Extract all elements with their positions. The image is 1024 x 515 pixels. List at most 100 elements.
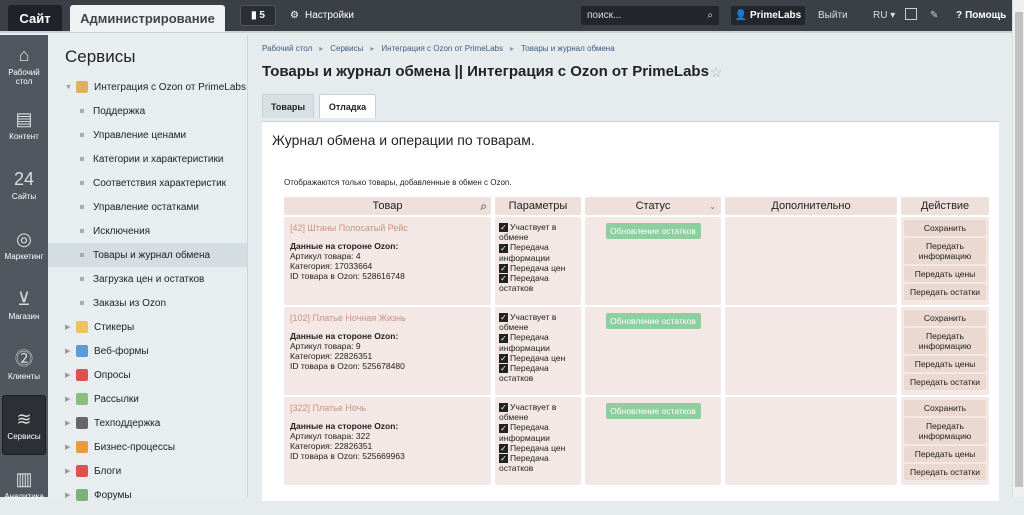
send-prices-button[interactable]: Передать цены <box>904 356 986 372</box>
product-link[interactable]: [42] Штаны Полосатый Рейс <box>290 223 408 233</box>
sidebar-item[interactable]: Загрузка цен и остатков <box>48 267 247 291</box>
iconbar-item[interactable]: ⌂ Рабочий стол <box>0 35 48 95</box>
param-checkbox-row[interactable]: ✓ Передача остатков <box>499 453 577 473</box>
send-prices-button[interactable]: Передать цены <box>904 266 986 282</box>
sidebar-item[interactable]: ▶ Опросы <box>48 363 247 387</box>
expanded-arrow-icon[interactable]: ▼ <box>65 83 72 91</box>
sidebar-item[interactable]: ▶ Бизнес-процессы <box>48 435 247 459</box>
param-checkbox-row[interactable]: ✓ Передача цен <box>499 443 577 453</box>
checkbox[interactable]: ✓ <box>499 423 508 433</box>
send-stock-button[interactable]: Передать остатки <box>904 464 986 480</box>
panel-toggle-icon[interactable] <box>905 8 917 20</box>
iconbar-item[interactable]: ≋ Сервисы <box>2 395 46 455</box>
sidebar-item[interactable]: Товары и журнал обмена <box>48 243 247 267</box>
checkbox[interactable]: ✓ <box>499 313 508 323</box>
admin-tab[interactable]: Администрирование <box>70 5 225 32</box>
sidebar-item[interactable]: Исключения <box>48 219 247 243</box>
expand-arrow-icon[interactable]: ▶ <box>65 324 71 331</box>
param-checkbox-row[interactable]: ✓ Передача информации <box>499 332 577 353</box>
product-link[interactable]: [102] Платье Ночная Жизнь <box>290 313 406 323</box>
notifications-button[interactable]: ▮ 5 <box>240 5 276 26</box>
sidebar-item[interactable]: Соответствия характеристик <box>48 171 247 195</box>
sidebar-item[interactable]: Категории и характеристики <box>48 147 247 171</box>
param-checkbox-row[interactable]: ✓ Участвует в обмене <box>499 312 577 332</box>
send-info-button[interactable]: Передать информацию <box>904 328 986 354</box>
breadcrumb-link[interactable]: Сервисы <box>330 44 364 53</box>
checkbox[interactable]: ✓ <box>499 443 508 453</box>
expand-arrow-icon[interactable]: ▶ <box>65 348 71 355</box>
breadcrumb-link[interactable]: Интеграция с Ozon от PrimeLabs <box>381 44 503 53</box>
iconbar-item[interactable]: ▤ Контент <box>0 95 48 155</box>
sidebar-item[interactable]: ▼ Интеграция с Ozon от PrimeLabs <box>48 75 247 99</box>
param-checkbox-row[interactable]: ✓ Участвует в обмене <box>499 222 577 242</box>
param-checkbox-row[interactable]: ✓ Участвует в обмене <box>499 402 577 422</box>
scrollbar-thumb[interactable] <box>1015 12 1023 487</box>
header-product[interactable]: Товар ⌕ <box>284 197 491 215</box>
checkbox[interactable]: ✓ <box>499 223 508 233</box>
checkbox[interactable]: ✓ <box>499 403 508 413</box>
param-checkbox-row[interactable]: ✓ Передача цен <box>499 353 577 363</box>
sidebar-item[interactable]: Поддержка <box>48 99 247 123</box>
language-label: RU <box>873 10 888 21</box>
param-checkbox-row[interactable]: ✓ Передача информации <box>499 422 577 443</box>
checkbox[interactable]: ✓ <box>499 243 508 253</box>
send-info-button[interactable]: Передать информацию <box>904 238 986 264</box>
checkbox[interactable]: ✓ <box>499 364 508 373</box>
settings-button[interactable]: ⚙ Настройки <box>290 5 354 26</box>
sidebar-item[interactable]: ▶ Рассылки <box>48 387 247 411</box>
checkbox[interactable]: ✓ <box>499 333 508 343</box>
checkbox[interactable]: ✓ <box>499 454 508 463</box>
logout-link[interactable]: Выйти <box>818 10 848 21</box>
send-prices-button[interactable]: Передать цены <box>904 446 986 462</box>
sidebar-item[interactable]: ▶ Блоги <box>48 459 247 483</box>
iconbar-item[interactable]: ▥ Аналитика <box>0 455 48 515</box>
help-button[interactable]: ? Помощь <box>956 6 1006 25</box>
expand-arrow-icon[interactable]: ▶ <box>65 420 71 427</box>
search-input[interactable]: поиск... ⌕ <box>581 6 719 25</box>
sidebar-item[interactable]: ▶ Форумы <box>48 483 247 507</box>
save-button[interactable]: Сохранить <box>904 310 986 326</box>
save-button[interactable]: Сохранить <box>904 220 986 236</box>
iconbar-item[interactable]: ◎ Маркетинг <box>0 215 48 275</box>
param-checkbox-row[interactable]: ✓ Передача информации <box>499 242 577 263</box>
sidebar-item[interactable]: ▶ Веб-формы <box>48 339 247 363</box>
expand-arrow-icon[interactable]: ▶ <box>65 492 71 499</box>
scrollbar[interactable] <box>1012 0 1024 497</box>
user-button[interactable]: 👤 PrimeLabs <box>731 6 805 25</box>
send-stock-button[interactable]: Передать остатки <box>904 374 986 390</box>
sidebar-item[interactable]: Заказы из Ozon <box>48 291 247 315</box>
param-checkbox-row[interactable]: ✓ Передача остатков <box>499 363 577 383</box>
checkbox[interactable]: ✓ <box>499 263 508 273</box>
search-icon[interactable]: ⌕ <box>480 198 487 213</box>
sidebar-item[interactable]: ▶ Стикеры <box>48 315 247 339</box>
chevron-down-icon[interactable]: ⌄ <box>709 201 716 211</box>
language-select[interactable]: RU ▾ <box>873 10 896 21</box>
expand-arrow-icon[interactable]: ▶ <box>65 468 71 475</box>
checkbox[interactable]: ✓ <box>499 353 508 363</box>
expand-arrow-icon[interactable]: ▶ <box>65 372 71 379</box>
iconbar-item[interactable]: 24 Сайты <box>0 155 48 215</box>
pin-icon[interactable]: ✎ <box>930 10 939 21</box>
breadcrumb-link[interactable]: Рабочий стол <box>262 44 313 53</box>
iconbar-item[interactable]: ⓶ Клиенты <box>0 335 48 395</box>
header-status[interactable]: Статус ⌄ <box>585 197 721 215</box>
iconbar-item[interactable]: ⊻ Магазин <box>0 275 48 335</box>
sidebar-item[interactable]: Управление ценами <box>48 123 247 147</box>
sidebar-item[interactable]: ▶ Техподдержка <box>48 411 247 435</box>
param-checkbox-row[interactable]: ✓ Передача цен <box>499 263 577 273</box>
expand-arrow-icon[interactable]: ▶ <box>65 396 71 403</box>
save-button[interactable]: Сохранить <box>904 400 986 416</box>
tab-products[interactable]: Товары <box>262 94 314 118</box>
param-checkbox-row[interactable]: ✓ Передача остатков <box>499 273 577 293</box>
breadcrumb-link[interactable]: Товары и журнал обмена <box>521 44 615 53</box>
tab-debug[interactable]: Отладка <box>319 94 376 118</box>
sidebar-item[interactable]: Управление остатками <box>48 195 247 219</box>
product-link[interactable]: [322] Платье Ночь <box>290 403 367 413</box>
search-icon[interactable]: ⌕ <box>707 10 713 21</box>
send-info-button[interactable]: Передать информацию <box>904 418 986 444</box>
site-tab[interactable]: Сайт <box>8 5 62 31</box>
star-icon[interactable]: ☆ <box>710 64 723 80</box>
checkbox[interactable]: ✓ <box>499 274 508 283</box>
expand-arrow-icon[interactable]: ▶ <box>65 444 71 451</box>
send-stock-button[interactable]: Передать остатки <box>904 284 986 300</box>
